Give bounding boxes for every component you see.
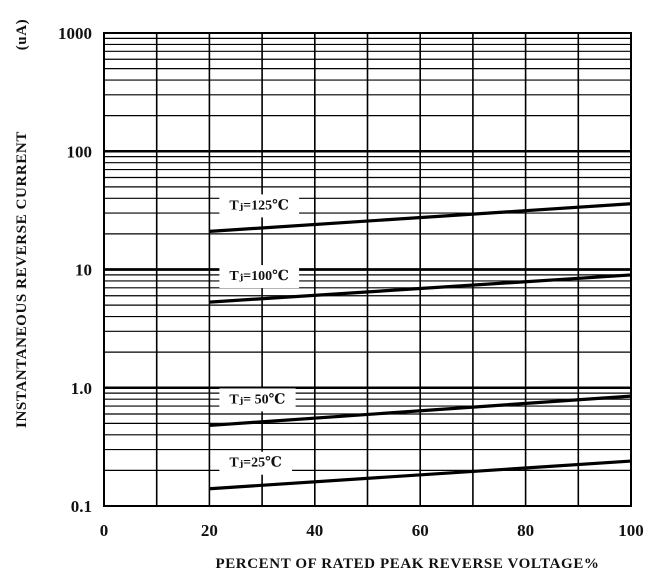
series-line: [209, 394, 632, 428]
y-axis-unit: (uA): [14, 19, 30, 51]
y-tick-label: 1000: [58, 24, 92, 43]
series-label: Tⱼ=25℃: [229, 456, 282, 471]
x-tick-label: 80: [517, 521, 534, 540]
x-tick-label: 60: [412, 521, 429, 540]
series-line: [209, 459, 632, 491]
series-label-background: [219, 451, 293, 475]
plot-frame: [103, 32, 632, 507]
series-line: [209, 202, 632, 233]
y-tick-label: 10: [75, 261, 92, 280]
y-tick-label: 0.1: [71, 497, 92, 516]
series-label: Tⱼ=100℃: [229, 269, 289, 284]
y-tick-label: 1.0: [71, 379, 92, 398]
series-label: Tⱼ=125℃: [229, 198, 289, 213]
series-label-background: [219, 388, 296, 412]
y-axis-ticks: 1000 100 10 1.0 0.1: [58, 24, 92, 516]
x-tick-label: 20: [201, 521, 218, 540]
x-axis-ticks: 0 20 40 60 80 100: [100, 521, 644, 540]
x-tick-label: 100: [618, 521, 644, 540]
y-tick-label: 100: [67, 142, 93, 161]
x-axis-title: PERCENT OF RATED PEAK REVERSE VOLTAGE%: [215, 556, 599, 572]
series-label: Tⱼ= 50℃: [229, 392, 285, 407]
series-label-background: [219, 265, 300, 289]
x-tick-label: 0: [100, 521, 109, 540]
series-line: [209, 273, 632, 304]
series-label-background: [219, 194, 300, 218]
y-axis-title: INSTANTANEOUS REVERSE CURRENT: [14, 131, 30, 428]
grid: [104, 33, 631, 506]
x-tick-label: 40: [306, 521, 323, 540]
y-axis-title-group: INSTANTANEOUS REVERSE CURRENT (uA): [14, 19, 30, 428]
series-group: Tⱼ=125℃ Tⱼ=100℃ Tⱼ= 50℃ Tⱼ=25℃: [209, 194, 632, 491]
